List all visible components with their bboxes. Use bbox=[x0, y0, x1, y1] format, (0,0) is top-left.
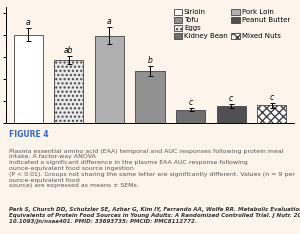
Text: ab: ab bbox=[64, 46, 74, 55]
Bar bbox=[257, 105, 286, 123]
Text: c: c bbox=[188, 98, 193, 107]
Text: Plasma essential amino acid (EAA) temporal and AUC responses following protein m: Plasma essential amino acid (EAA) tempor… bbox=[9, 149, 295, 188]
Text: Park S, Church DD, Schutzler SE, Azhar G, Kim IY, Ferrando AA, Wolfe RR. Metabol: Park S, Church DD, Schutzler SE, Azhar G… bbox=[9, 207, 300, 224]
Bar bbox=[135, 71, 165, 123]
Text: b: b bbox=[148, 56, 152, 65]
Text: c: c bbox=[270, 93, 274, 102]
Text: a: a bbox=[107, 17, 112, 26]
Bar bbox=[14, 35, 43, 123]
Bar bbox=[54, 60, 83, 123]
Text: FIGURE 4: FIGURE 4 bbox=[9, 131, 49, 139]
Bar bbox=[176, 110, 205, 123]
Bar bbox=[217, 106, 246, 123]
Text: a: a bbox=[26, 18, 31, 27]
Text: c: c bbox=[229, 94, 233, 102]
Legend: Sirloin, Tofu, Eggs, Kidney Bean, Pork Loin, Peanut Butter, , Mixed Nuts: Sirloin, Tofu, Eggs, Kidney Bean, Pork L… bbox=[173, 8, 290, 40]
Bar bbox=[95, 36, 124, 123]
